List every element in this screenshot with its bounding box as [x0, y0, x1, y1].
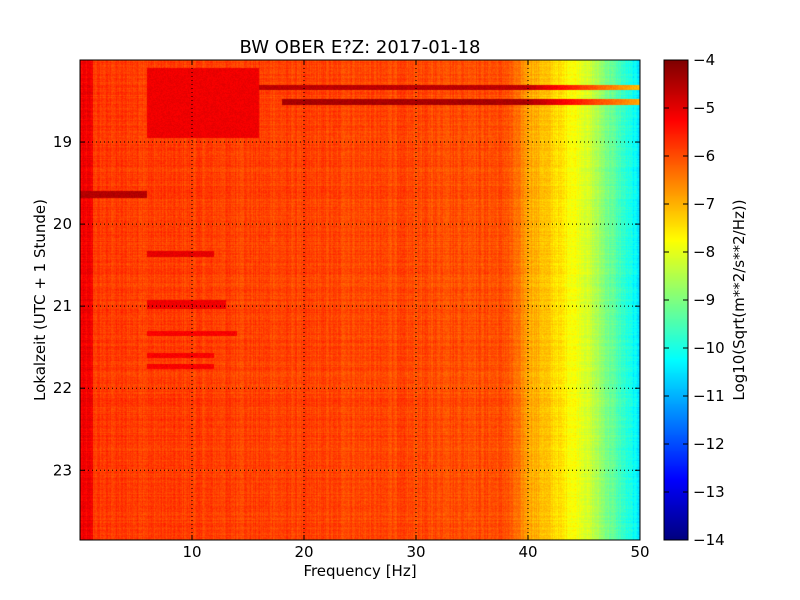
chart-title: BW OBER E?Z: 2017-01-18 — [240, 37, 481, 58]
y-tick-label: 19 — [53, 133, 72, 151]
x-tick-label: 50 — [630, 543, 649, 561]
colorbar-tick-label: −9 — [693, 291, 715, 309]
y-axis: 19 20 21 22 23 — [53, 133, 640, 479]
x-axis: 10 20 30 40 50 — [182, 60, 650, 561]
colorbar-axis: −4 −5 −6 −7 −8 −9 −10 −11 −12 −13 −14 — [664, 51, 725, 549]
colorbar-label: Log10(Sqrt(m**2/s**2/Hz)) — [730, 199, 748, 400]
x-tick-label: 20 — [294, 543, 313, 561]
y-tick-label: 20 — [53, 215, 72, 233]
y-tick-label: 23 — [53, 461, 72, 479]
y-axis-label: Lokalzeit (UTC + 1 Stunde) — [31, 199, 49, 401]
y-tick-label: 21 — [53, 297, 72, 315]
x-tick-label: 30 — [406, 543, 425, 561]
colorbar-tick-label: −11 — [693, 387, 725, 405]
colorbar-tick-label: −14 — [693, 531, 725, 549]
colorbar-tick-label: −5 — [693, 99, 715, 117]
x-tick-label: 10 — [182, 543, 201, 561]
heatmap-image-wrap — [80, 60, 640, 540]
colorbar-tick-label: −7 — [693, 195, 715, 213]
x-axis-label: Frequency [Hz] — [303, 562, 416, 580]
colorbar-tick-label: −12 — [693, 435, 725, 453]
heatmap-image — [80, 60, 640, 540]
plot-frame — [79, 59, 641, 541]
colorbar-tick-label: −10 — [693, 339, 725, 357]
colorbar-tick-label: −8 — [693, 243, 715, 261]
grid-lines — [80, 60, 640, 540]
colorbar-tick-label: −4 — [693, 51, 715, 69]
y-tick-label: 22 — [53, 379, 72, 397]
colorbar-tick-label: −6 — [693, 147, 715, 165]
x-tick-label: 40 — [518, 543, 537, 561]
colorbar-tick-label: −13 — [693, 483, 725, 501]
